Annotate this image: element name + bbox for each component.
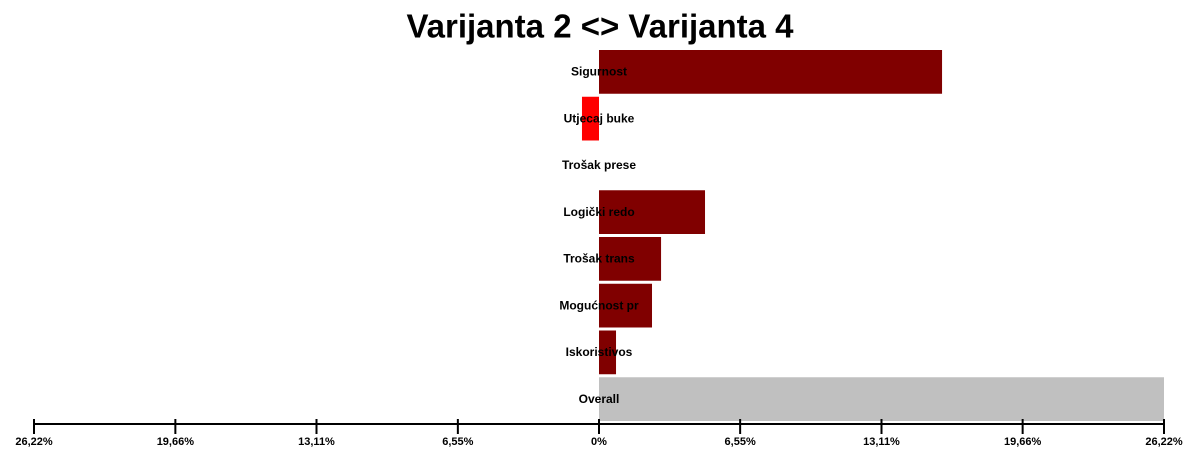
x-tick-label: 6,55% <box>725 436 756 448</box>
x-tick-label: 19,66% <box>157 436 195 448</box>
category-label: Trošak trans <box>563 252 635 266</box>
category-label: Utjecaj buke <box>564 111 635 125</box>
category-label: Mogućnost pr <box>559 298 639 312</box>
x-tick-label: 0% <box>591 436 607 448</box>
bar <box>599 377 1164 421</box>
x-tick-label: 19,66% <box>1004 436 1042 448</box>
category-label: Trošak prese <box>562 158 636 172</box>
bar <box>581 96 599 141</box>
bar <box>599 190 706 234</box>
chart-title: Varijanta 2 <> Varijanta 4 <box>406 8 794 45</box>
bar <box>599 237 662 281</box>
x-tick-label: 13,11% <box>298 436 335 448</box>
x-tick-label: 26,22% <box>1145 436 1183 448</box>
bar <box>599 330 617 375</box>
category-label: Iskoristivos <box>566 345 633 359</box>
x-tick-label: 26,22% <box>15 436 53 448</box>
category-label: Logički redo <box>563 205 634 219</box>
x-tick-label: 6,55% <box>442 436 473 448</box>
category-label: Overall <box>579 392 620 406</box>
category-label: Sigurnost <box>571 65 627 79</box>
bar <box>599 283 653 328</box>
bar <box>599 50 943 94</box>
x-tick-label: 13,11% <box>863 436 900 448</box>
